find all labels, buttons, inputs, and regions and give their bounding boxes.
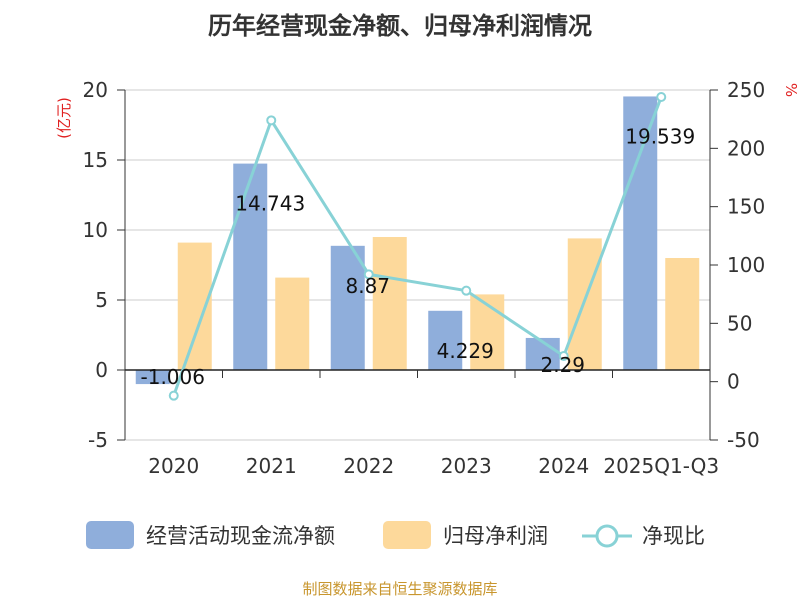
category-label: 2020 [148,454,199,478]
bar-cashflow [330,245,365,370]
cashflow-value-label: 14.743 [235,192,305,216]
right-tick-label: 250 [727,78,765,102]
ratio-point [558,351,569,361]
right-tick-label: 0 [727,370,740,394]
right-tick-label: 50 [727,311,752,335]
bar-net-profit [470,294,505,370]
cashflow-value-label: 4.229 [437,339,494,363]
ratio-point [363,269,374,280]
category-label: 2024 [538,454,589,478]
bar-cashflow [623,96,658,370]
right-tick-label: 200 [727,136,765,160]
bar-net-profit [665,258,700,370]
chart-title: 历年经营现金净额、归母净利润情况 [208,12,592,40]
cashflow-value-label: -1.006 [141,365,205,389]
category-label: 2022 [343,454,394,478]
cashflow-value-label: 19.539 [625,124,695,148]
legend-label-ratio: 净现比 [642,524,705,548]
legend-item-ratio[interactable]: 净现比 [582,524,705,548]
bars [135,96,700,385]
cashflow-value-label: 8.87 [345,274,390,298]
legend-marker-ratio [595,524,619,548]
axes [117,89,718,441]
category-label: 2023 [441,454,492,478]
right-axis-unit: % [782,83,800,97]
category-label: 2021 [246,454,297,478]
left-tick-label: 5 [95,288,108,312]
legend: 经营活动现金流净额 归母净利润 净现比 [86,521,705,549]
left-axis-unit: (亿元) [55,97,73,139]
source-note: 制图数据来自恒生聚源数据库 [302,580,498,598]
legend-swatch-net-profit [383,521,431,549]
left-tick-label: 15 [83,148,108,172]
ratio-point [656,92,667,102]
bar-net-profit [275,277,310,370]
cashflow-value-label: 2.29 [540,353,585,377]
bar-cashflow [135,370,170,385]
gridlines [125,89,710,441]
left-tick-label: 20 [83,78,108,102]
legend-item-net-profit[interactable]: 归母净利润 [383,521,548,549]
bar-cashflow [233,163,268,370]
legend-item-cashflow[interactable]: 经营活动现金流净额 [86,521,335,549]
legend-swatch-cashflow [86,521,134,549]
legend-label-net-profit: 归母净利润 [443,524,548,548]
left-tick-label: 0 [95,358,108,382]
bar-value-labels: -1.006 14.743 8.87 4.229 2.29 19.539 [141,124,696,389]
ratio-point [461,285,472,296]
right-tick-label: 150 [727,195,765,219]
bar-net-profit [372,237,407,370]
ratio-point [168,390,179,401]
right-tick-label: -50 [727,428,760,452]
legend-label-cashflow: 经营活动现金流净额 [146,524,335,548]
right-tick-label: 100 [727,253,765,277]
bar-cashflow [428,310,463,370]
left-tick-label: -5 [88,428,108,452]
category-label: 2025Q1-Q3 [603,454,719,478]
left-tick-label: 10 [83,218,108,242]
ratio-point [266,115,277,126]
ratio-polyline [172,96,663,397]
ratio-line [168,92,667,401]
